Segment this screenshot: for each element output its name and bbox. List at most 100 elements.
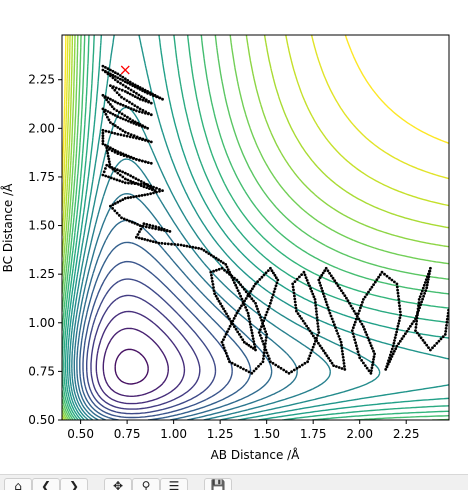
trajectory-point: [358, 356, 362, 360]
trajectory-point: [117, 93, 121, 97]
trajectory-point: [231, 319, 235, 323]
trajectory-point: [295, 277, 299, 281]
trajectory-point: [111, 122, 115, 126]
trajectory-point: [417, 301, 421, 304]
contour-level: [95, 310, 186, 405]
trajectory-point: [321, 271, 325, 275]
trajectory-point: [318, 276, 322, 280]
trajectory-point: [341, 355, 345, 359]
trajectory-point: [394, 347, 398, 351]
pan-button[interactable]: ✥: [104, 478, 132, 490]
trajectory-point: [120, 112, 124, 116]
trajectory-point: [317, 331, 321, 334]
trajectory-point: [225, 270, 229, 274]
trajectory-point: [252, 369, 256, 373]
save-button[interactable]: 💾: [204, 478, 232, 490]
forward-button[interactable]: ❯: [60, 478, 88, 490]
trajectory-point: [103, 96, 107, 99]
trajectory-point: [300, 273, 303, 276]
trajectory-point: [306, 327, 310, 330]
trajectory-point: [416, 331, 419, 335]
trajectory-point: [119, 133, 123, 137]
trajectory-point: [101, 93, 105, 97]
trajectory-point: [242, 340, 246, 344]
trajectory-point: [423, 292, 426, 295]
trajectory-point: [132, 90, 136, 94]
contour-level: [62, 35, 449, 420]
trajectory-point: [356, 312, 360, 315]
contour-level: [76, 219, 273, 420]
trajectory-point: [314, 307, 318, 310]
trajectory-point: [264, 330, 267, 333]
trajectory-point: [282, 368, 286, 372]
trajectory-point: [146, 139, 150, 143]
y-tick-label: 0.50: [28, 413, 55, 427]
trajectory-point: [119, 102, 122, 106]
trajectory-point: [136, 233, 140, 236]
home-button[interactable]: ⌂: [4, 478, 32, 490]
trajectory-point: [217, 258, 220, 262]
trajectory-point: [395, 344, 399, 348]
trajectory-point: [116, 80, 120, 84]
trajectory-point: [149, 93, 153, 96]
trajectory-point: [141, 111, 144, 114]
trajectory-point: [257, 364, 260, 368]
trajectory-point: [244, 290, 248, 294]
back-button[interactable]: ❮: [32, 478, 60, 490]
trajectory-point: [435, 341, 439, 345]
trajectory-point: [425, 275, 429, 279]
trajectory-point: [138, 97, 142, 101]
trajectory-point: [311, 292, 315, 296]
trajectory-point: [339, 340, 343, 344]
trajectory-point: [123, 177, 127, 181]
trajectory-point: [269, 299, 273, 302]
trajectory-point: [120, 88, 124, 92]
trajectory-point: [101, 139, 105, 143]
trajectory-point: [212, 269, 216, 273]
trajectory-point: [202, 249, 206, 252]
trajectory-point: [365, 333, 369, 337]
trajectory-point: [138, 158, 141, 162]
subplots-button[interactable]: ☰: [160, 478, 188, 490]
trajectory-point: [123, 77, 127, 81]
trajectory-point: [235, 311, 239, 315]
trajectory-point: [327, 308, 331, 312]
trajectory-point: [107, 157, 111, 161]
trajectory-point: [212, 255, 216, 259]
zoom-button[interactable]: ⚲: [132, 478, 160, 490]
trajectory-point: [391, 344, 395, 348]
trajectory-point: [104, 66, 107, 69]
trajectory-point: [352, 309, 356, 313]
trajectory-point: [441, 335, 445, 339]
trajectory-point: [444, 330, 448, 333]
x-tick-label: 2.25: [393, 427, 420, 441]
trajectory-point: [254, 282, 257, 286]
trajectory-point: [358, 309, 361, 313]
x-tick-label: 0.50: [67, 427, 94, 441]
trajectory-point: [121, 170, 124, 174]
trajectory-point: [122, 154, 126, 158]
trajectory-point: [324, 266, 328, 270]
trajectory-point: [101, 137, 105, 140]
trajectory-point: [291, 285, 295, 289]
trajectory-point: [123, 114, 127, 117]
trajectory-point: [116, 76, 120, 80]
trajectory-point: [292, 368, 296, 372]
trajectory-point: [107, 160, 111, 164]
trajectory-point: [315, 339, 319, 343]
trajectory-point: [397, 322, 400, 325]
trajectory-point: [446, 311, 449, 315]
trajectory-point: [152, 94, 155, 98]
trajectory-point: [254, 348, 257, 352]
trajectory-point: [367, 338, 371, 342]
trajectory-point: [132, 108, 136, 112]
trajectory-point: [107, 130, 111, 134]
trajectory-point: [241, 338, 245, 341]
trajectory-point: [417, 298, 421, 301]
trajectory-point: [128, 117, 132, 121]
trajectory-point: [251, 334, 255, 338]
trajectory-point: [308, 329, 312, 333]
trajectory-point: [444, 327, 448, 330]
trajectory-point: [161, 189, 164, 193]
trajectory-point: [230, 322, 233, 326]
